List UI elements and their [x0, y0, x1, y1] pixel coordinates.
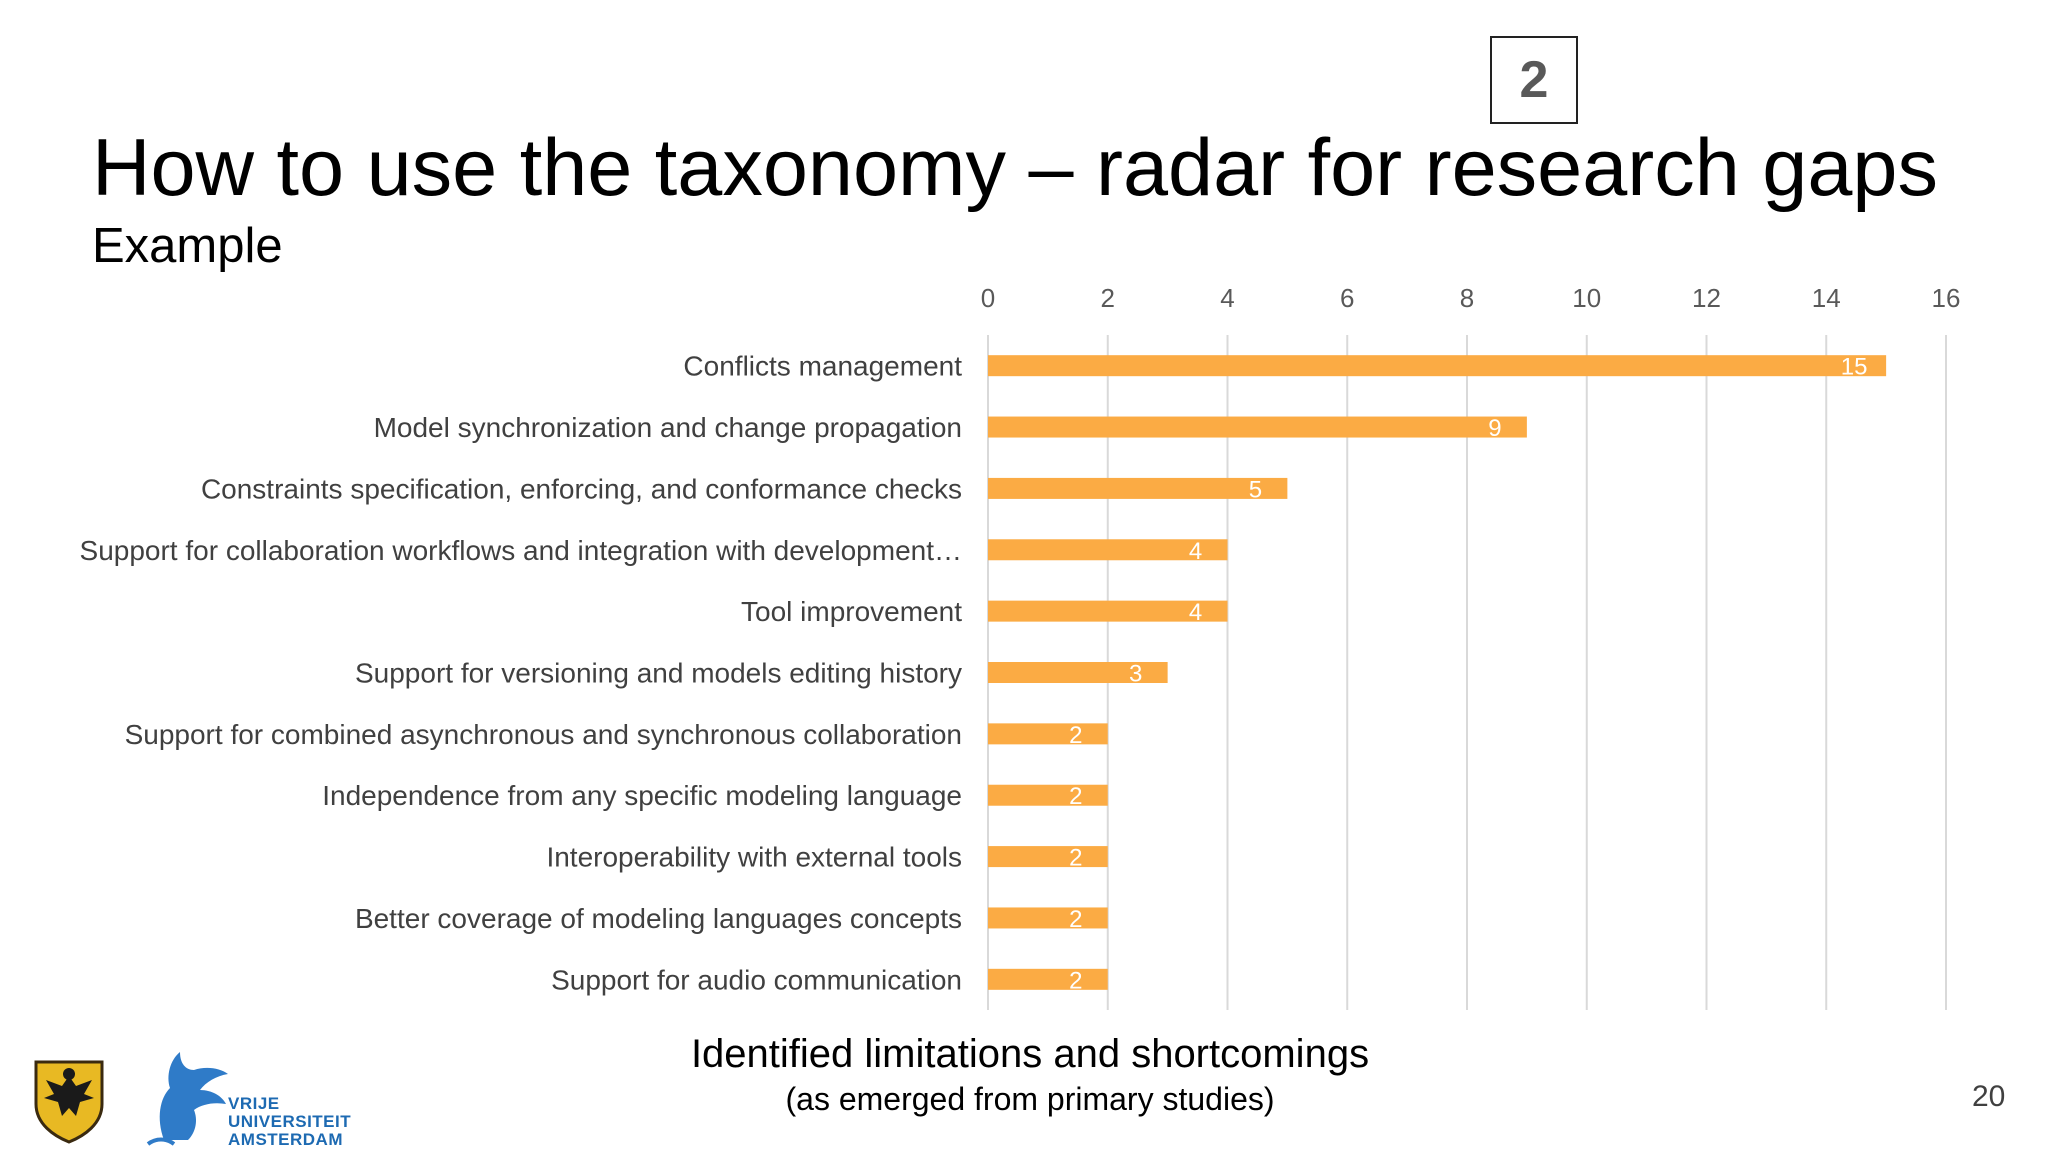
x-tick-label: 8	[1460, 283, 1474, 313]
bar	[988, 355, 1887, 377]
category-label: Model synchronization and change propaga…	[374, 412, 962, 443]
slide-badge: 2	[1490, 36, 1578, 124]
chart-category-labels: Conflicts management Model synchronizatio…	[80, 351, 963, 996]
page-number: 20	[1972, 1080, 2006, 1113]
x-axis-title: Identified limitations and shortcomings	[690, 1032, 1370, 1076]
x-tick-label: 16	[1932, 283, 1961, 313]
x-tick-label: 14	[1812, 283, 1841, 313]
x-tick-label: 6	[1340, 283, 1354, 313]
category-label: Better coverage of modeling languages co…	[355, 903, 962, 934]
category-label: Independence from any specific modeling …	[322, 780, 962, 811]
bar	[988, 662, 1168, 683]
vu-logo-line: UNIVERSITEIT	[228, 1112, 352, 1131]
bar	[988, 600, 1228, 622]
data-label: 2	[1069, 783, 1082, 810]
vu-griffin-icon	[136, 1048, 232, 1153]
bar	[988, 968, 1108, 990]
chart-value-labels: 15 9 5 4 4 3 2 2 2 2 2	[1069, 354, 1867, 995]
data-label: 4	[1189, 538, 1202, 565]
bar-chart: 0 2 4 6 8 10 12 14 16 Conflicts management Model …	[80, 283, 1961, 1010]
bar	[988, 723, 1108, 745]
slide-subtitle: Example	[92, 219, 283, 273]
data-label: 2	[1069, 845, 1082, 872]
bar	[988, 539, 1228, 561]
category-label: Support for versioning and models editin…	[355, 658, 962, 689]
category-label: Constraints specification, enforcing, an…	[201, 473, 962, 504]
bar	[988, 907, 1108, 929]
x-tick-label: 12	[1692, 283, 1721, 313]
category-label: Conflicts management	[683, 351, 962, 382]
data-label: 15	[1841, 354, 1868, 381]
data-label: 2	[1069, 722, 1082, 749]
category-label: Support for audio communication	[551, 964, 962, 995]
slide-title: How to use the taxonomy – radar for rese…	[92, 123, 1938, 213]
university-crest-icon	[32, 1058, 106, 1149]
vu-logo-line: AMSTERDAM	[228, 1130, 343, 1149]
bar	[988, 784, 1108, 806]
vu-logo-text: VRIJE UNIVERSITEIT AMSTERDAM	[228, 1095, 351, 1149]
chart-bars	[988, 355, 1887, 990]
bar	[988, 477, 1288, 499]
data-label: 5	[1249, 476, 1262, 503]
data-label: 3	[1129, 661, 1142, 688]
x-axis-subtitle: (as emerged from primary studies)	[785, 1081, 1275, 1117]
category-label: Interoperability with external tools	[546, 842, 962, 873]
chart-x-ticks: 0 2 4 6 8 10 12 14 16	[981, 283, 1961, 313]
x-tick-label: 0	[981, 283, 995, 313]
data-label: 9	[1488, 415, 1501, 442]
data-label: 4	[1189, 599, 1202, 626]
category-label: Tool improvement	[741, 596, 962, 627]
bar	[988, 846, 1108, 868]
data-label: 2	[1069, 967, 1082, 994]
bar	[988, 416, 1527, 438]
data-label: 2	[1069, 906, 1082, 933]
x-tick-label: 10	[1572, 283, 1601, 313]
category-label: Support for combined asynchronous and sy…	[125, 719, 962, 750]
x-tick-label: 2	[1101, 283, 1115, 313]
vu-logo-line: VRIJE	[228, 1094, 280, 1113]
category-label: Support for collaboration workflows and …	[80, 535, 962, 566]
chart-gridlines	[987, 335, 1947, 1010]
x-tick-label: 4	[1220, 283, 1234, 313]
